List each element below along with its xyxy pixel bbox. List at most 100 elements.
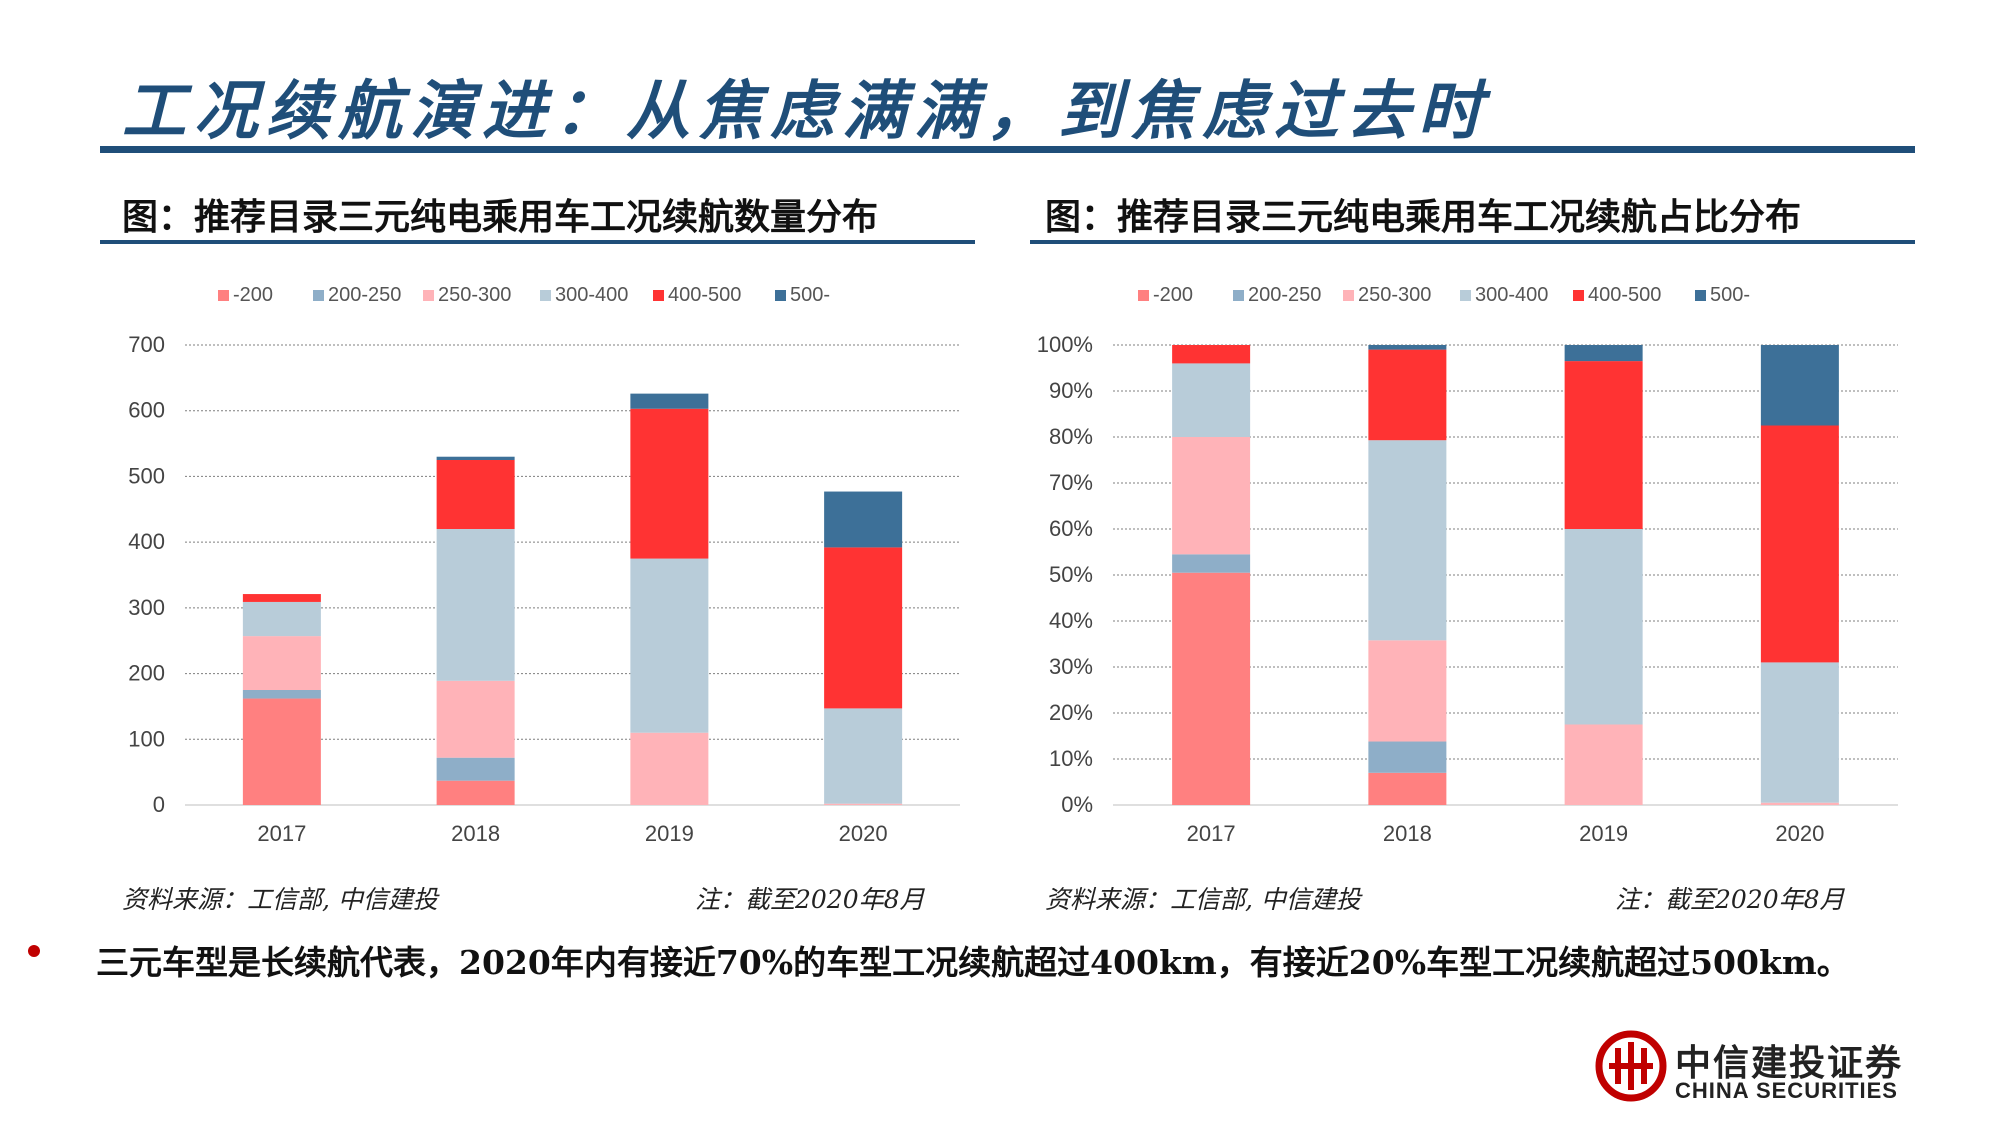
- bar-segment: [242, 636, 321, 690]
- chart-1-subtitle: 图：推荐目录三元纯电乘用车工况续航数量分布: [122, 197, 879, 238]
- x-tick-label: 2017: [257, 821, 306, 846]
- legend-swatch: [1573, 290, 1584, 301]
- bar-segment: [436, 456, 515, 460]
- x-tick-label: 2019: [645, 821, 694, 846]
- y-tick-label: 80%: [1049, 424, 1093, 449]
- y-tick-label: 20%: [1049, 700, 1093, 725]
- bar-segment: [1368, 345, 1447, 350]
- logo-name-en: CHINA SECURITIES: [1675, 1078, 1898, 1103]
- bar-segment: [436, 460, 515, 529]
- chart-1-note: 注：截至2020年8月: [695, 885, 925, 914]
- bar-segment: [1368, 440, 1447, 641]
- bar-segment: [1760, 345, 1839, 426]
- chart-1-subtitle-rule: [100, 240, 975, 244]
- summary-bullet: 三元车型是长续航代表，2020年内有接近70%的车型工况续航超过400km，有接…: [96, 943, 1850, 982]
- y-tick-label: 400: [128, 529, 165, 554]
- count-stacked-bar-chart: -200 200-250 250-300 300-400 400-500 500- 0 100…: [128, 284, 960, 846]
- bar-segment: [824, 547, 903, 709]
- bar-segment: [436, 680, 515, 758]
- legend-swatch: [1138, 290, 1149, 301]
- legend-swatch: [218, 290, 229, 301]
- legend-label: -200: [1153, 284, 1193, 306]
- x-tick-label: 2018: [451, 821, 500, 846]
- x-tick-label: 2020: [1775, 821, 1824, 846]
- y-tick-label: 100%: [1037, 332, 1093, 357]
- company-logo: 中信建投证券 CHINA SECURITIES: [1595, 1030, 1915, 1115]
- bullet-dot: [28, 945, 40, 957]
- bar-segment: [436, 780, 515, 805]
- bar-segment: [1172, 345, 1251, 364]
- legend-label: 200-250: [1248, 284, 1321, 306]
- y-tick-label: 700: [128, 332, 165, 357]
- bar-segment: [1564, 361, 1643, 529]
- x-tick-label: 2017: [1187, 821, 1236, 846]
- legend-swatch: [1233, 290, 1244, 301]
- legend-label: 300-400: [555, 284, 628, 306]
- legend-swatch: [1460, 290, 1471, 301]
- bar-segment: [1368, 772, 1447, 805]
- y-tick-label: 200: [128, 661, 165, 686]
- y-tick-label: 60%: [1049, 516, 1093, 541]
- chart-1-source: 资料来源：工信部, 中信建投: [122, 885, 438, 914]
- y-tick-label: 90%: [1049, 378, 1093, 403]
- y-tick-label: 0%: [1061, 792, 1093, 817]
- legend-label: 500-: [790, 284, 830, 306]
- x-tick-label: 2020: [839, 821, 888, 846]
- bar-segment: [1564, 345, 1643, 362]
- bar-segment: [630, 558, 709, 733]
- y-tick-label: 40%: [1049, 608, 1093, 633]
- legend-swatch: [1695, 290, 1706, 301]
- chart-2-subtitle-rule: [1030, 240, 1915, 244]
- legend-swatch: [653, 290, 664, 301]
- bar-segment: [630, 408, 709, 559]
- bar-segment: [1368, 349, 1447, 441]
- legend-label: 400-500: [668, 284, 741, 306]
- bar-segment: [242, 601, 321, 637]
- bar-segment: [824, 708, 903, 804]
- y-tick-label: 50%: [1049, 562, 1093, 587]
- page-title: 工况续航演进：从焦虑满满，到焦虑过去时: [122, 74, 1490, 149]
- legend-label: 400-500: [1588, 284, 1661, 306]
- bar-segment: [1564, 529, 1643, 725]
- bar-segment: [1172, 363, 1251, 437]
- bar-segment: [242, 690, 321, 699]
- bar-segment: [1172, 437, 1251, 555]
- bar-segment: [1760, 802, 1839, 805]
- legend-label: -200: [233, 284, 273, 306]
- x-tick-label: 2019: [1579, 821, 1628, 846]
- chart-2-subtitle: 图：推荐目录三元纯电乘用车工况续航占比分布: [1045, 197, 1802, 238]
- bar-segment: [1760, 662, 1839, 803]
- x-tick-label: 2018: [1383, 821, 1432, 846]
- china-securities-logo-icon: [1595, 1030, 1667, 1102]
- share-stacked-bar-chart: -200 200-250 250-300 300-400 400-500 500- 0% 10…: [1037, 284, 1898, 846]
- legend-swatch: [540, 290, 551, 301]
- bar-segment: [242, 698, 321, 805]
- y-tick-label: 10%: [1049, 746, 1093, 771]
- legend-swatch: [775, 290, 786, 301]
- logo-name-cn: 中信建投证券: [1675, 1043, 1904, 1084]
- legend-swatch: [313, 290, 324, 301]
- bar-segment: [242, 594, 321, 602]
- bar-segment: [630, 393, 709, 409]
- bar-segment: [1368, 640, 1447, 742]
- y-tick-label: 600: [128, 398, 165, 423]
- legend-label: 300-400: [1475, 284, 1548, 306]
- bar-segment: [824, 803, 903, 805]
- legend-swatch: [423, 290, 434, 301]
- y-tick-label: 300: [128, 595, 165, 620]
- bar-segment: [436, 529, 515, 681]
- bar-segment: [824, 491, 903, 548]
- bar-segment: [1172, 572, 1251, 805]
- legend-label: 250-300: [1358, 284, 1431, 306]
- y-tick-label: 500: [128, 463, 165, 488]
- bar-segment: [1172, 554, 1251, 573]
- bar-segment: [1760, 425, 1839, 663]
- y-tick-label: 0: [153, 792, 165, 817]
- legend-swatch: [1343, 290, 1354, 301]
- y-tick-label: 30%: [1049, 654, 1093, 679]
- legend-label: 200-250: [328, 284, 401, 306]
- y-tick-label: 100: [128, 726, 165, 751]
- bar-segment: [630, 732, 709, 805]
- chart-2-source: 资料来源：工信部, 中信建投: [1045, 885, 1361, 914]
- legend-label: 250-300: [438, 284, 511, 306]
